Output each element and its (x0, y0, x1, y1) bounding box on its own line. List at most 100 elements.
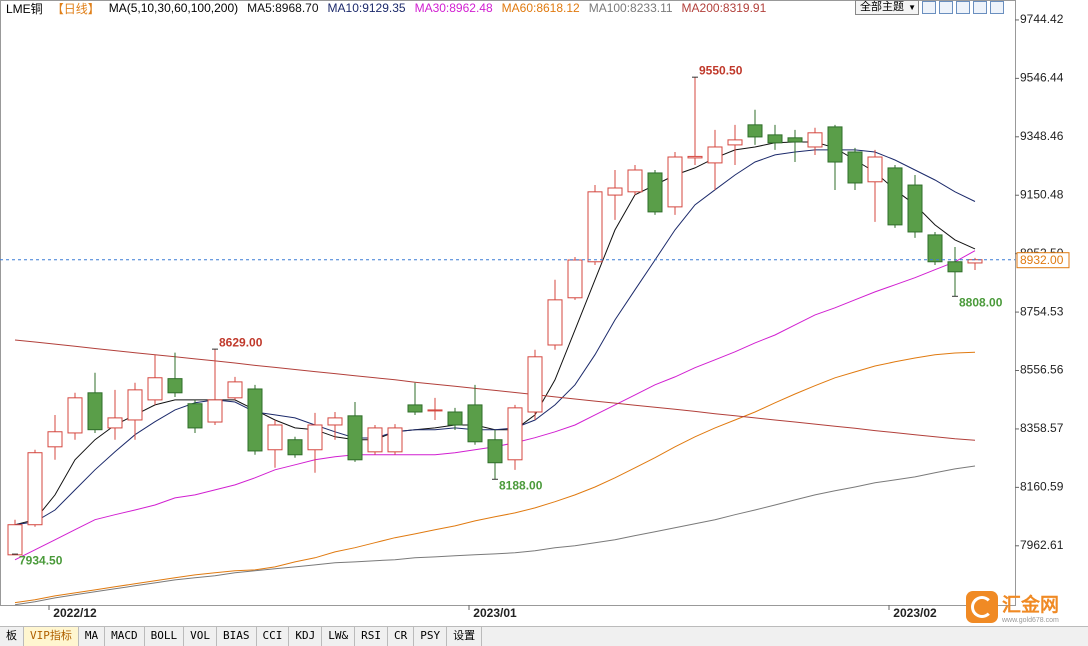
candle-body (247, 388, 263, 452)
candle (527, 349, 543, 420)
candle-body (907, 184, 923, 233)
candle (567, 257, 583, 300)
candle (167, 352, 183, 397)
tool-icon[interactable] (956, 1, 970, 14)
tab[interactable]: VIP指标 (24, 627, 79, 646)
candle (767, 124, 783, 150)
candle-body (567, 259, 583, 299)
tab[interactable]: 设置 (447, 627, 483, 646)
tab[interactable]: 板 (0, 627, 24, 646)
y-tick-label: 9150.48 (1020, 187, 1064, 201)
candle (447, 407, 463, 430)
candle (867, 149, 883, 222)
candle-body (827, 126, 843, 163)
tool-icon[interactable] (990, 1, 1004, 14)
last-price-label: 8932.00 (1020, 253, 1064, 267)
candle-body (107, 417, 123, 429)
candle (427, 397, 443, 420)
tab[interactable]: VOL (184, 627, 217, 646)
y-tick-label: 8754.53 (1020, 304, 1064, 318)
ma-params: MA(5,10,30,60,100,200) (108, 1, 239, 15)
y-tick-label: 8556.56 (1020, 363, 1064, 377)
candle-body (387, 427, 403, 453)
candle (927, 231, 943, 266)
candle (807, 127, 823, 155)
ma-line (14, 465, 976, 606)
legend-entry: MA200:8319.91 (681, 1, 767, 15)
candle-body (427, 409, 443, 412)
candle-body (747, 124, 763, 138)
candle-body (667, 156, 683, 208)
candle-body (347, 415, 363, 461)
candle-body (67, 397, 83, 434)
logo-url: www.gold678.com (1002, 617, 1059, 624)
candle-body (807, 132, 823, 148)
tool-icon[interactable] (973, 1, 987, 14)
annotation-label: 9550.50 (699, 63, 743, 77)
toolbar: 全部主题 ▼ (855, 0, 1004, 15)
candle-body (167, 378, 183, 394)
tab[interactable]: LW& (322, 627, 356, 646)
candle-body (47, 431, 63, 448)
symbol: LME铜 (6, 1, 43, 16)
tab[interactable]: BOLL (145, 627, 185, 646)
tool-icon[interactable] (922, 1, 936, 14)
y-tick-label: 9546.44 (1020, 71, 1064, 85)
annotation-label: 8808.00 (959, 295, 1003, 309)
candle (487, 429, 503, 480)
candle-body (287, 439, 303, 456)
tab[interactable]: RSI (355, 627, 388, 646)
tab[interactable]: MACD (105, 627, 145, 646)
candle (207, 349, 223, 425)
candle-body (527, 356, 543, 413)
theme-dropdown[interactable]: 全部主题 ▼ (855, 0, 919, 15)
candle-body (847, 151, 863, 184)
candle (227, 376, 243, 400)
tab[interactable]: KDJ (289, 627, 323, 646)
candle (187, 399, 203, 433)
tool-icon[interactable] (939, 1, 953, 14)
candle (887, 164, 903, 228)
legend-entry: MA30:8962.48 (414, 1, 493, 15)
y-tick-label: 9348.46 (1020, 129, 1064, 143)
candle (307, 412, 323, 473)
candle-body (127, 389, 143, 421)
candle-body (207, 399, 223, 423)
candle-body (7, 524, 23, 556)
logo: 汇金网 www.gold678.com (966, 590, 1059, 624)
legend-entry: MA100:8233.11 (588, 1, 673, 15)
candle-body (887, 167, 903, 226)
tab[interactable]: CR (388, 627, 415, 646)
period: 【日线】 (51, 1, 100, 16)
tab[interactable]: CCI (257, 627, 290, 646)
x-tick-label: 2022/12 (53, 606, 97, 620)
candle (507, 404, 523, 470)
candle (27, 449, 43, 527)
candle (87, 372, 103, 433)
candle (727, 124, 743, 165)
candle (707, 129, 723, 191)
plot-frame (0, 0, 1016, 606)
candle-body (407, 404, 423, 413)
indicator-tabs: 板 VIP指标 MA MACD BOLL VOL BIAS CCI KDJ LW& RSI CR PSY… (0, 626, 1088, 646)
candle (7, 519, 23, 556)
candle (627, 164, 643, 196)
candle (607, 169, 623, 220)
tab[interactable]: MA (79, 627, 106, 646)
legend-entry: MA10:9129.35 (327, 1, 406, 15)
candle-body (487, 439, 503, 464)
candle (67, 392, 83, 440)
legend-entry: MA60:8618.12 (501, 1, 580, 15)
candle-body (27, 452, 43, 526)
tab[interactable]: PSY (414, 627, 448, 646)
tab[interactable]: BIAS (217, 627, 257, 646)
candle-body (467, 404, 483, 443)
x-tick-label: 2023/02 (893, 606, 937, 620)
candle-body (587, 191, 603, 263)
candle-body (227, 381, 243, 399)
logo-name: 汇金网 (1002, 595, 1060, 616)
ma-line (14, 351, 976, 604)
candle (247, 384, 263, 455)
candle (127, 382, 143, 440)
candle (347, 401, 363, 462)
